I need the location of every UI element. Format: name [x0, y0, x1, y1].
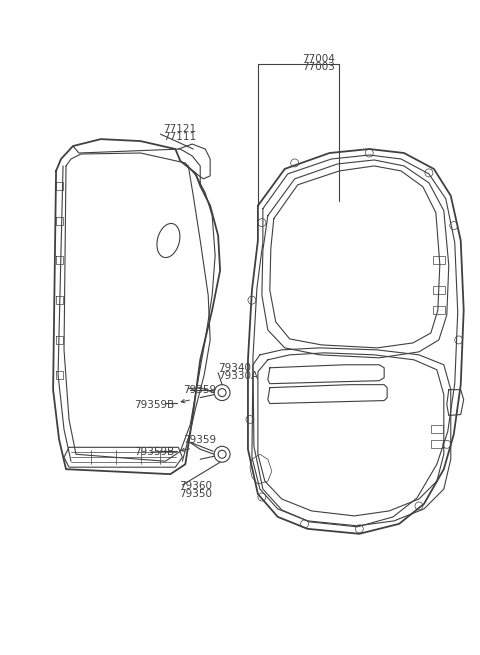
Text: 79359: 79359 [183, 436, 216, 445]
Text: 77003: 77003 [301, 62, 335, 71]
Text: 79350: 79350 [180, 489, 212, 499]
Text: 79340: 79340 [218, 363, 251, 373]
Text: 79330A: 79330A [218, 371, 258, 381]
Text: 79359: 79359 [183, 384, 216, 395]
Text: 79359B: 79359B [133, 447, 174, 457]
Text: 79360: 79360 [180, 481, 212, 491]
Text: 79359B: 79359B [133, 400, 174, 409]
Text: 77111: 77111 [164, 132, 197, 142]
Text: 77121: 77121 [164, 124, 197, 134]
Text: 77004: 77004 [301, 54, 335, 64]
